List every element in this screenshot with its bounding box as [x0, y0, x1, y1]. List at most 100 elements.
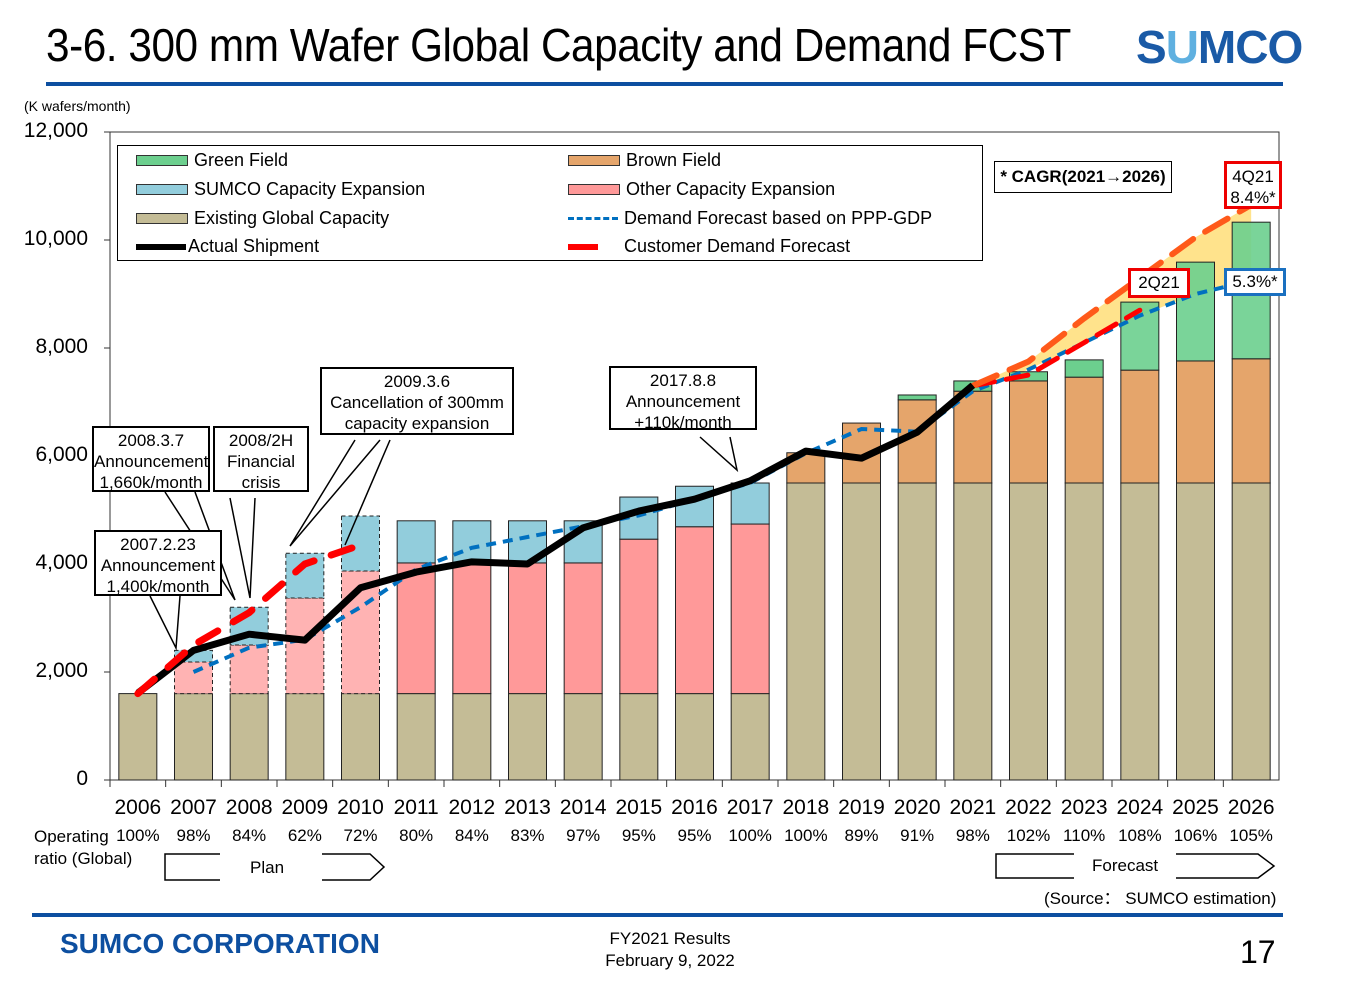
swatch: [568, 243, 598, 250]
callout-annotation: 2007.2.23 Announcement 1,400k/month: [94, 530, 222, 596]
legend-other-expansion: Other Capacity Expansion: [568, 179, 835, 200]
bar-existing-global-capacity: [174, 693, 213, 781]
x-tick-label: 2008: [225, 796, 273, 819]
callout-line: Announcement: [100, 556, 216, 575]
bar-brown-field: [953, 390, 993, 484]
x-tick-label: 2018: [782, 796, 830, 819]
y-tick-label: 12,000: [23, 119, 88, 142]
x-tick-label: 2013: [504, 796, 551, 819]
footer-line1: FY2021 Results: [609, 929, 731, 948]
bar-existing-global-capacity: [1231, 482, 1271, 781]
bar-existing-global-capacity: [842, 482, 881, 781]
swatch: [568, 155, 620, 166]
x-tick-label: 2023: [1060, 796, 1108, 819]
legend-label: Brown Field: [626, 150, 722, 170]
customer-demand-line: [134, 541, 364, 698]
operating-ratio-value: 98%: [176, 826, 211, 845]
callout-line: +110k/month: [634, 413, 732, 432]
legend: Green Field Brown Field SUMCO Capacity E…: [117, 145, 983, 261]
bar-sumco-capacity-expansion: [396, 520, 436, 564]
bar-other-capacity-expansion: [229, 644, 269, 695]
bar-existing-global-capacity: [619, 693, 659, 781]
x-tick-label: 2024: [1116, 796, 1164, 819]
x-tick-label: 2019: [838, 796, 885, 819]
bar-brown-field: [1009, 380, 1048, 484]
label-2q21: 2Q21: [1128, 268, 1190, 298]
bar-existing-global-capacity: [1064, 482, 1104, 781]
callout-line: 2017.8.8: [649, 371, 717, 390]
legend-demand-ppp: Demand Forecast based on PPP-GDP: [568, 208, 932, 229]
callout-pointer: [699, 436, 739, 473]
bar-green-field: [897, 394, 937, 401]
y-axis-unit: (K wafers/month): [24, 98, 131, 114]
operating-ratio-value: 91%: [900, 826, 935, 845]
operating-ratio-value: 83%: [510, 826, 545, 845]
callout-line: 1,400k/month: [106, 577, 210, 596]
source-note: (Source： SUMCO estimation): [1044, 889, 1277, 908]
operating-ratio-label: Operating ratio (Global): [34, 826, 132, 870]
plan-arrow-right: [322, 853, 386, 881]
legend-label: SUMCO Capacity Expansion: [194, 179, 426, 199]
legend-label: Green Field: [194, 150, 289, 170]
bar-existing-global-capacity: [1120, 482, 1160, 781]
callout-line: Announcement: [94, 452, 209, 471]
callout-pointer: [289, 439, 381, 547]
callout-pointer: [164, 491, 236, 601]
y-tick-label: 6,000: [35, 443, 88, 466]
callout-pointer: [149, 595, 181, 651]
bar-existing-global-capacity: [341, 693, 380, 781]
operating-ratio-value: 100%: [784, 826, 828, 845]
bar-existing-global-capacity: [675, 693, 714, 781]
legend-label: Demand Forecast based on PPP-GDP: [624, 208, 933, 228]
bar-existing-global-capacity: [229, 693, 269, 781]
legend-label: Existing Global Capacity: [194, 208, 390, 228]
x-tick-label: 2014: [559, 796, 607, 819]
bar-green-field: [1120, 301, 1160, 371]
x-tick-label: 2009: [281, 796, 329, 819]
operating-ratio-value: 108%: [1118, 826, 1162, 845]
callout-line: crisis: [241, 473, 281, 492]
swatch: [136, 243, 186, 250]
bar-other-capacity-expansion: [508, 562, 547, 695]
callout-line: 2007.2.23: [120, 535, 196, 554]
forecast-arrow-right: [1176, 853, 1276, 879]
bar-other-capacity-expansion: [341, 570, 380, 695]
x-tick-label: 2017: [726, 796, 774, 819]
x-tick-label: 2006: [114, 796, 162, 819]
bar-other-capacity-expansion: [174, 661, 213, 695]
bar-existing-global-capacity: [452, 693, 492, 781]
x-tick-label: 2011: [393, 796, 439, 819]
page-number: 17: [1240, 934, 1276, 970]
operating-ratio-value: 105%: [1229, 826, 1273, 845]
callout-line: Announcement: [625, 392, 741, 411]
bar-other-capacity-expansion: [730, 523, 770, 695]
legend-sumco-expansion: SUMCO Capacity Expansion: [136, 179, 425, 200]
plan-label: Plan: [250, 858, 285, 877]
bar-existing-global-capacity: [118, 693, 158, 781]
operating-ratio-value: 84%: [454, 826, 489, 845]
y-tick-label: 0: [76, 767, 88, 790]
operating-ratio-value: 98%: [955, 826, 990, 845]
footer-info: FY2021 Results February 9, 2022: [560, 928, 780, 972]
x-tick-label: 2016: [671, 796, 718, 819]
bar-brown-field: [1176, 360, 1215, 484]
x-tick-label: 2026: [1227, 796, 1275, 819]
y-tick-label: 4,000: [35, 551, 88, 574]
label-4q21-title: 4Q21: [1232, 167, 1274, 186]
bar-brown-field: [1064, 376, 1104, 484]
bar-sumco-capacity-expansion: [285, 552, 325, 599]
legend-label: Other Capacity Expansion: [626, 179, 836, 199]
bar-existing-global-capacity: [897, 482, 937, 781]
callout-line: 1,660k/month: [99, 473, 203, 492]
bar-existing-global-capacity: [508, 693, 547, 781]
sumco-logo: SUMCO: [1136, 21, 1303, 73]
operating-ratio-value: 110%: [1063, 826, 1106, 845]
bar-other-capacity-expansion: [396, 562, 436, 695]
operating-ratio-value: 102%: [1006, 826, 1051, 845]
operating-ratio-value: 95%: [621, 826, 656, 845]
op-label-1: Operating: [34, 827, 109, 846]
actual-shipment-line: [135, 382, 976, 696]
operating-ratio-value: 80%: [399, 826, 434, 845]
bar-sumco-capacity-expansion: [730, 482, 770, 525]
